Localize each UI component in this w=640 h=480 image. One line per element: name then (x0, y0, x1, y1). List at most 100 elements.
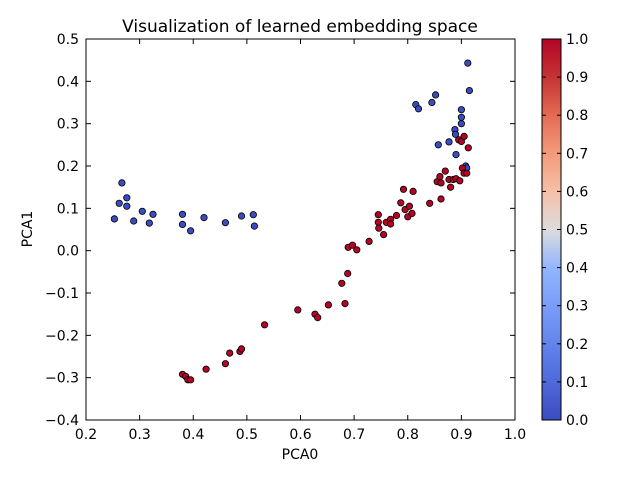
x-tick-label: 0.3 (128, 427, 150, 443)
data-point (260, 321, 269, 329)
x-axis-label: PCA0 (282, 447, 319, 463)
data-point (344, 269, 352, 278)
data-point (441, 167, 449, 175)
data-point (456, 177, 464, 185)
data-point (123, 194, 131, 202)
colorbar-tick-label: 0.6 (566, 184, 588, 200)
x-tick-label: 0.9 (450, 427, 472, 443)
data-point (464, 59, 472, 67)
data-point (452, 151, 460, 159)
data-point (414, 105, 423, 113)
data-point (434, 141, 442, 149)
data-point (118, 179, 126, 187)
y-tick-label: 0.1 (57, 201, 79, 217)
data-point (374, 211, 382, 219)
data-point (149, 210, 157, 218)
data-point (397, 199, 405, 207)
x-tick-label: 0.4 (182, 427, 204, 443)
colorbar-tick-label: 0.1 (566, 375, 588, 391)
data-point (314, 313, 322, 322)
y-tick-label: −0.4 (45, 413, 79, 429)
y-tick-label: −0.3 (45, 371, 79, 387)
y-tick-label: −0.2 (45, 328, 79, 344)
data-point (338, 279, 346, 287)
colorbar-tick-label: 0.0 (566, 413, 588, 429)
data-point (405, 202, 413, 210)
data-point (437, 179, 445, 187)
data-point (409, 187, 417, 195)
plot-frame (85, 38, 516, 421)
y-tick-label: −0.1 (45, 286, 79, 302)
data-point (428, 98, 436, 107)
colorbar-tick-label: 0.5 (566, 223, 588, 239)
data-point (399, 185, 408, 193)
y-tick-label: 0.0 (57, 244, 79, 260)
data-point (446, 183, 455, 191)
x-tick-label: 1.0 (504, 427, 526, 443)
data-point (187, 227, 195, 235)
colorbar-tick-label: 0.9 (566, 70, 588, 86)
data-point (375, 224, 383, 232)
data-point (465, 87, 473, 95)
data-point (445, 138, 453, 146)
data-point (178, 210, 187, 218)
y-axis-label: PCA1 (20, 211, 36, 248)
colorbar-tick-label: 0.8 (566, 108, 588, 124)
x-tick-label: 0.6 (289, 427, 311, 443)
data-point (436, 173, 444, 181)
data-point (341, 299, 349, 308)
colorbar-tick-label: 0.7 (566, 146, 588, 162)
y-axis-ticks: −0.4 −0.3 −0.2 −0.1 0.0 0.1 0.2 0.3 0.4 0.5 (45, 32, 515, 429)
data-point (250, 222, 258, 230)
data-point (457, 120, 465, 128)
data-point (178, 220, 187, 228)
data-point (431, 91, 440, 99)
data-point (110, 215, 119, 223)
data-point (353, 246, 361, 254)
data-point (237, 345, 246, 353)
data-point (237, 212, 246, 220)
y-tick-label: 0.5 (57, 32, 79, 48)
data-point (145, 219, 153, 227)
y-tick-label: 0.2 (57, 159, 79, 175)
colorbar-tick-label: 1.0 (566, 32, 588, 48)
x-tick-label: 0.7 (343, 427, 365, 443)
data-point (294, 306, 302, 314)
chart-title: Visualization of learned embedding space (122, 17, 478, 37)
data-point (437, 195, 445, 203)
colorbar-tick-label: 0.2 (566, 337, 588, 353)
data-point (138, 207, 146, 215)
data-point (221, 219, 229, 227)
data-point (408, 209, 416, 217)
data-point (123, 202, 131, 210)
data-point (374, 218, 382, 226)
data-point (463, 169, 471, 177)
data-point (221, 360, 229, 368)
x-tick-label: 0.5 (236, 427, 258, 443)
x-tick-label: 0.2 (75, 427, 97, 443)
y-tick-label: 0.3 (57, 117, 79, 133)
scatter-points (110, 59, 473, 384)
data-point (226, 349, 234, 357)
colorbar-tick-label: 0.3 (566, 299, 588, 315)
data-point (426, 199, 434, 207)
data-point (451, 130, 460, 138)
data-point (386, 220, 395, 228)
x-axis-ticks: 0.2 0.3 0.4 0.5 0.6 0.7 0.8 0.9 1.0 (75, 39, 526, 443)
data-point (457, 113, 465, 121)
colorbar-ticks: 0.0 0.1 0.2 0.3 0.4 0.5 0.6 0.7 0.8 0.9 1.0 (542, 32, 588, 429)
data-point (202, 365, 210, 373)
data-point (464, 144, 472, 152)
data-point (365, 237, 373, 245)
data-point (249, 211, 257, 219)
data-point (392, 211, 401, 220)
colorbar-tick-label: 0.4 (566, 261, 588, 277)
data-point (457, 106, 465, 114)
data-point (348, 241, 357, 249)
data-point (460, 132, 468, 140)
data-point (379, 231, 388, 239)
data-point (200, 214, 208, 222)
data-point (130, 217, 138, 225)
y-tick-label: 0.4 (57, 74, 79, 90)
